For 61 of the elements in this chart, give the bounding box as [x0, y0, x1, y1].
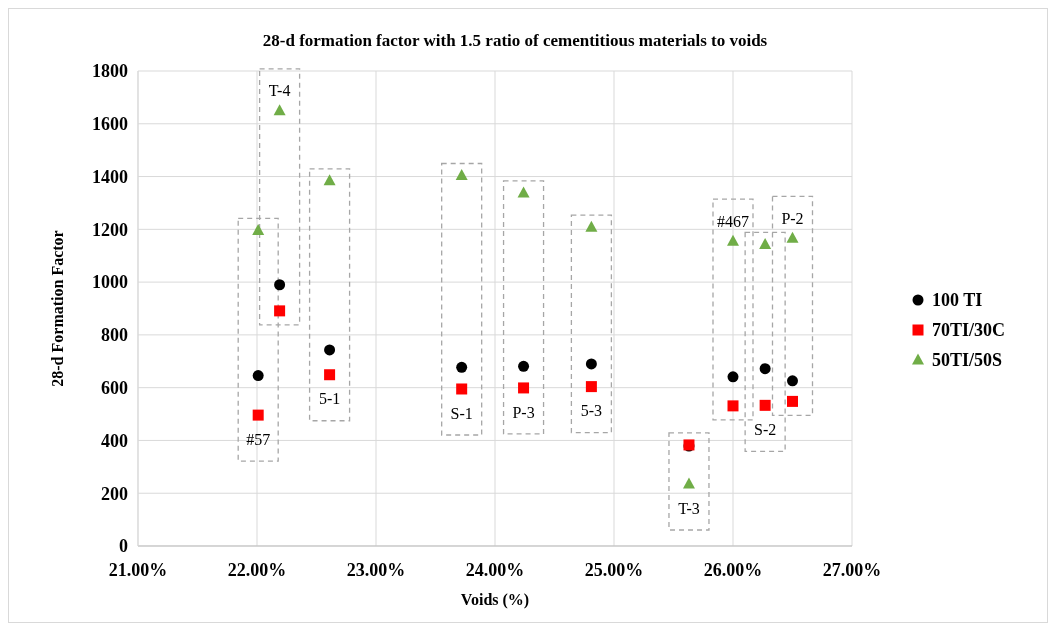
- point: [682, 477, 695, 489]
- annotation: P-2: [781, 209, 804, 227]
- point: [727, 400, 739, 412]
- y-tick-label: 1200: [92, 219, 128, 240]
- annotation: #57: [246, 430, 271, 448]
- point: [727, 234, 739, 246]
- point: [518, 382, 530, 394]
- point: [456, 361, 468, 373]
- y-tick-label: 1400: [92, 166, 128, 187]
- annotation: T-4: [268, 82, 291, 100]
- point: [456, 383, 468, 395]
- x-tick-label: 26.00%: [703, 560, 763, 580]
- point: [323, 174, 336, 186]
- annotation: 5-1: [318, 390, 341, 408]
- x-tick-label: 23.00%: [346, 560, 406, 580]
- y-tick-label: 1800: [92, 61, 128, 82]
- point: [585, 358, 597, 370]
- point: [727, 371, 739, 383]
- legend-label: 70TI/30C: [932, 320, 1006, 341]
- x-tick-label: 22.00%: [227, 560, 287, 580]
- point: [585, 220, 598, 232]
- point: [252, 370, 264, 382]
- x-tick-label: 24.00%: [465, 560, 525, 580]
- point: [252, 409, 264, 421]
- point: [274, 279, 286, 291]
- point: [759, 363, 771, 375]
- legend-label: 100 TI: [932, 290, 983, 311]
- annotation: P-3: [512, 403, 535, 421]
- x-tick-label: 25.00%: [584, 560, 644, 580]
- y-tick-label: 0: [119, 536, 128, 557]
- chart-title: 28-d formation factor with 1.5 ratio of cementitious materials to voids: [262, 31, 768, 50]
- y-tick-label: 200: [101, 483, 128, 504]
- point: [759, 237, 772, 249]
- point: [324, 369, 336, 381]
- annotation: #467: [717, 212, 749, 230]
- point: [455, 169, 468, 180]
- point: [787, 375, 798, 387]
- y-axis-title: 28-d Formation Factor: [49, 230, 66, 387]
- point: [324, 344, 336, 356]
- legend-label: 50TI/50S: [932, 350, 1003, 371]
- point: [274, 305, 286, 317]
- x-tick-label: 27.00%: [822, 560, 882, 580]
- annotation: S-1: [450, 404, 473, 422]
- point: [787, 395, 798, 407]
- annotation: T-3: [678, 499, 700, 517]
- y-tick-label: 600: [101, 377, 128, 398]
- y-tick-label: 1000: [92, 272, 128, 293]
- annotation: 5-3: [580, 402, 603, 420]
- point: [518, 360, 530, 372]
- x-axis-title: Voids (%): [460, 591, 530, 609]
- point: [517, 186, 530, 198]
- annotation: S-2: [754, 420, 777, 438]
- point: [273, 104, 286, 116]
- point: [585, 381, 597, 393]
- x-tick-label: 21.00%: [108, 560, 168, 580]
- point: [252, 223, 265, 235]
- y-tick-label: 1600: [92, 114, 128, 135]
- point: [759, 399, 771, 411]
- y-tick-label: 400: [101, 430, 128, 451]
- point: [786, 231, 799, 243]
- y-tick-label: 800: [101, 325, 128, 346]
